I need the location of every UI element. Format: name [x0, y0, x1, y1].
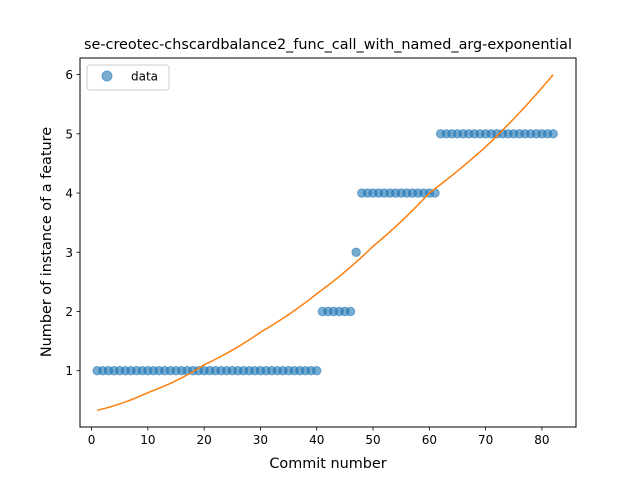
x-tick-label: 50	[365, 433, 380, 447]
data-point	[312, 366, 322, 376]
y-tick-label: 2	[65, 305, 73, 319]
x-tick-label: 30	[253, 433, 268, 447]
legend-label-data: data	[131, 70, 158, 84]
x-tick-label: 20	[197, 433, 212, 447]
y-tick-label: 5	[65, 127, 73, 141]
x-tick-label: 70	[478, 433, 493, 447]
x-tick-label: 40	[309, 433, 324, 447]
fit-curve	[96, 74, 554, 412]
plot-area	[92, 74, 558, 412]
x-axis: 0 10 20 30 40 50 60 70 80	[88, 427, 550, 447]
data-point	[345, 306, 356, 317]
x-tick-label: 60	[422, 433, 437, 447]
axes-frame	[79, 57, 577, 428]
y-tick-label: 3	[65, 246, 73, 260]
y-axis-label: Number of instance of a feature	[39, 127, 55, 357]
data-point	[548, 129, 558, 139]
legend: data	[86, 64, 170, 91]
chart-title: se-creotec-chscardbalance2_func_call_wit…	[84, 37, 572, 53]
y-tick-label: 4	[65, 187, 73, 201]
y-tick-label: 1	[65, 364, 73, 378]
x-tick-label: 10	[140, 433, 155, 447]
x-tick-label: 0	[88, 433, 96, 447]
y-axis: 1 2 3 4 5 6	[65, 68, 80, 378]
y-tick-label: 6	[65, 68, 73, 82]
data-point	[351, 247, 361, 257]
x-tick-label: 80	[534, 433, 549, 447]
legend-marker-data	[101, 70, 113, 82]
x-axis-label: Commit number	[269, 456, 386, 472]
